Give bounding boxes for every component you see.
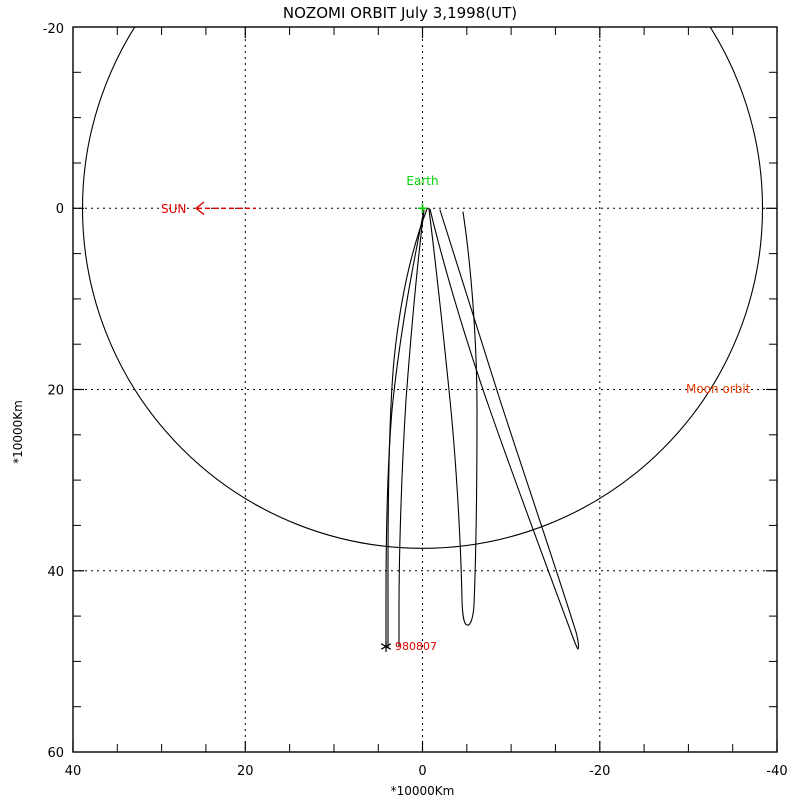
x-tick-label-3: -20: [589, 764, 610, 779]
axis-ticks: [72, 27, 778, 752]
nozomi-orbit-loop-2: [428, 208, 478, 626]
nozomi-orbit-series: [385, 208, 580, 650]
nozomi-orbit-loop-3: [429, 208, 580, 650]
start-marker-asterisk-icon: [380, 641, 392, 652]
y-tick-label-1: 0: [56, 202, 64, 217]
nozomi-orbit-loop-1: [385, 209, 425, 647]
y-tick-label-4: 60: [47, 746, 64, 761]
sun-annotation: SUN: [161, 201, 256, 216]
sun-label: SUN: [161, 202, 186, 216]
moon-orbit-label: Moon orbit: [686, 382, 751, 396]
x-tick-label-2: 0: [418, 764, 426, 779]
y-tick-label-0: -20: [43, 22, 64, 37]
chart-title: NOZOMI ORBIT July 3,1998(UT): [283, 4, 517, 22]
x-axis-label: *10000Km: [391, 784, 455, 798]
y-tick-labels: -20 0 20 40 60: [43, 22, 64, 761]
x-tick-label-0: 40: [65, 764, 82, 779]
y-tick-label-3: 40: [47, 565, 64, 580]
gridlines: [73, 27, 777, 752]
x-tick-labels: 40 20 0 -20 -40: [65, 764, 788, 779]
x-tick-label-1: 20: [237, 764, 254, 779]
earth-annotation: Earth: [406, 174, 439, 213]
sun-arrow-head-icon: [194, 201, 205, 216]
y-axis-label: *10000Km: [11, 400, 25, 464]
start-date-annotation: 980807: [380, 640, 437, 653]
x-tick-label-4: -40: [766, 764, 787, 779]
start-date-label: 980807: [395, 640, 437, 653]
earth-label: Earth: [406, 174, 438, 188]
nozomi-orbit-loop-4: [387, 208, 428, 649]
y-tick-label-2: 20: [47, 384, 64, 399]
